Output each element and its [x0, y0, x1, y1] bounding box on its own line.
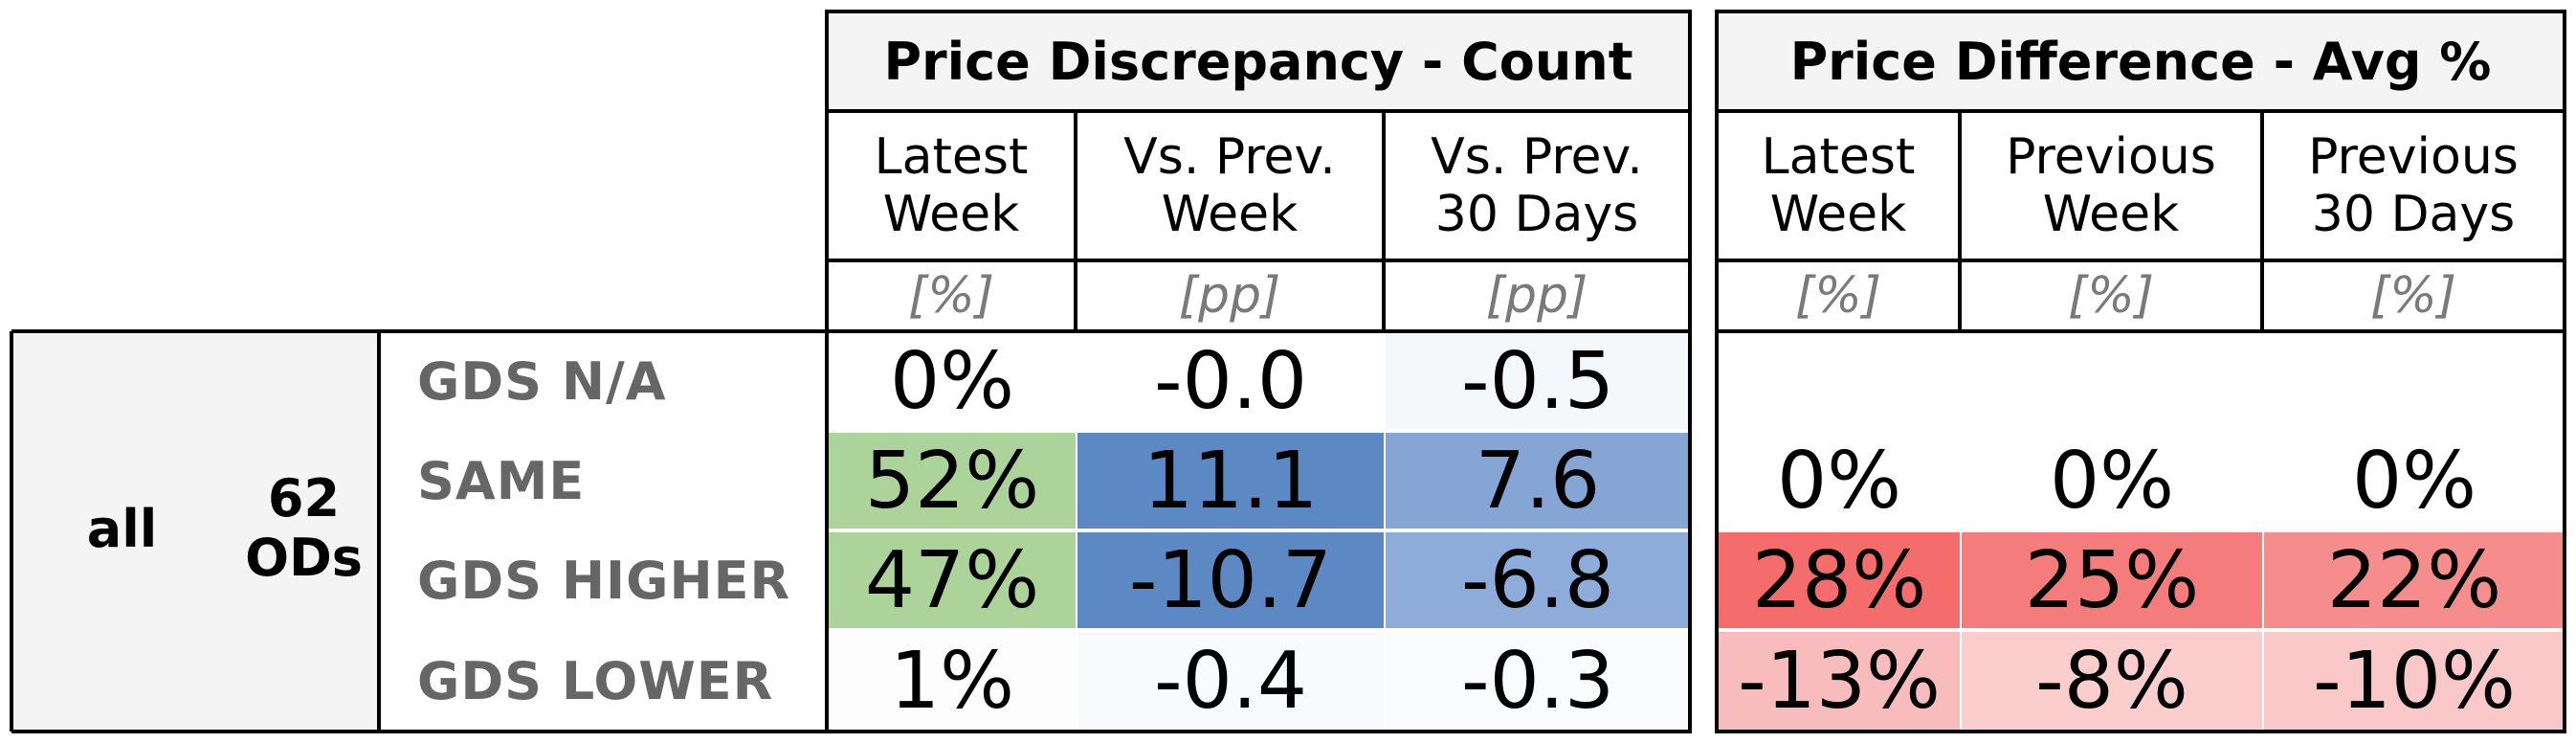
count-cell-gds-lower-0: 1%: [829, 632, 1076, 730]
header-line: Week: [1769, 186, 1907, 243]
unit-label: [pp]: [1485, 267, 1588, 325]
avg-col-previous-30-days-header: Previous 30 Days: [2262, 113, 2565, 260]
unit-label: [pp]: [1178, 267, 1281, 325]
header-line: Week: [882, 186, 1020, 243]
avg-cell-gds-higher-1: 25%: [1962, 532, 2262, 628]
header-line: Vs. Prev.: [1123, 128, 1336, 187]
count-col-latest-week-header: Latest Week: [827, 113, 1076, 260]
header-line: Latest: [874, 128, 1029, 187]
unit-label: [%]: [2068, 267, 2154, 325]
row-label-same: SAME: [417, 450, 586, 511]
count-cell-gds-higher-0: 47%: [829, 532, 1076, 628]
header-line: 30 Days: [2311, 186, 2516, 243]
header-line: 30 Days: [1434, 186, 1639, 243]
header-line: Previous: [2006, 128, 2216, 187]
header-line: Previous: [2308, 128, 2519, 187]
scope-label: all: [86, 499, 158, 559]
avg-cell-gds-higher-0: 28%: [1719, 532, 1960, 628]
row-label-gds-na: GDS N/A: [417, 350, 667, 412]
avg-cell-gds-lower-0: -13%: [1719, 632, 1960, 730]
count-cell-gds-na-2: -0.5: [1386, 333, 1690, 429]
count-cell-same-1: 11.1: [1077, 433, 1384, 529]
count-cell-gds-na-0: 0%: [829, 333, 1076, 429]
row-label-gds-lower: GDS LOWER: [417, 650, 774, 711]
count-cell-gds-higher-1: -10.7: [1077, 532, 1384, 628]
unit-label: [%]: [1795, 267, 1881, 325]
header-line: Week: [1161, 186, 1299, 243]
count-cell-gds-lower-2: -0.3: [1386, 632, 1690, 730]
avg-cell-gds-lower-1: -8%: [1962, 632, 2262, 730]
count-col-vs-prev-week-header: Vs. Prev. Week: [1076, 113, 1384, 260]
avg-group-title: Price Difference - Avg %: [1717, 11, 2565, 111]
count-col-vs-prev-30-days-header: Vs. Prev. 30 Days: [1384, 113, 1690, 260]
header-line: Vs. Prev.: [1431, 128, 1643, 187]
count-cell-gds-na-1: -0.0: [1077, 333, 1384, 429]
od-count-unit: ODs: [245, 527, 363, 588]
avg-cell-same-2: 0%: [2264, 433, 2565, 529]
count-cell-gds-lower-1: -0.4: [1077, 632, 1384, 730]
avg-cell-gds-higher-2: 22%: [2264, 532, 2565, 628]
avg-cell-gds-na-1: [1962, 333, 2262, 429]
od-count-number: 62: [267, 467, 341, 529]
avg-cell-gds-na-2: [2264, 333, 2565, 429]
unit-label: [%]: [2370, 267, 2456, 325]
header-line: Week: [2042, 186, 2180, 243]
count-cell-same-2: 7.6: [1386, 433, 1690, 529]
avg-col-previous-week-header: Previous Week: [1960, 113, 2262, 260]
avg-col-latest-week-header: Latest Week: [1717, 113, 1960, 260]
header-line: Latest: [1761, 128, 1916, 187]
row-group-label-panel: [11, 331, 379, 732]
count-cell-gds-higher-2: -6.8: [1386, 532, 1690, 628]
row-label-gds-higher: GDS HIGHER: [417, 550, 791, 611]
unit-label: [%]: [908, 267, 994, 325]
avg-cell-gds-lower-2: -10%: [2264, 632, 2565, 730]
count-group-title: Price Discrepancy - Count: [827, 11, 1690, 111]
avg-cell-same-0: 0%: [1719, 433, 1960, 529]
count-cell-same-0: 52%: [829, 433, 1076, 529]
avg-cell-same-1: 0%: [1962, 433, 2262, 529]
avg-cell-gds-na-0: [1719, 333, 1960, 429]
